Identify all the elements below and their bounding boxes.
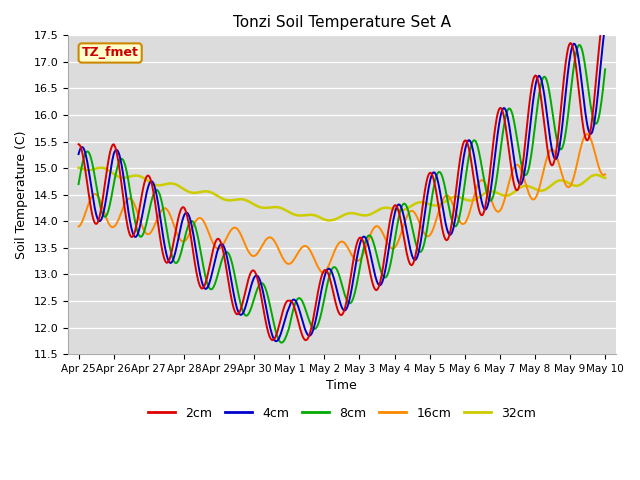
Legend: 2cm, 4cm, 8cm, 16cm, 32cm: 2cm, 4cm, 8cm, 16cm, 32cm (143, 402, 541, 425)
Y-axis label: Soil Temperature (C): Soil Temperature (C) (15, 131, 28, 259)
Text: TZ_fmet: TZ_fmet (82, 47, 139, 60)
Title: Tonzi Soil Temperature Set A: Tonzi Soil Temperature Set A (233, 15, 451, 30)
X-axis label: Time: Time (326, 379, 357, 392)
